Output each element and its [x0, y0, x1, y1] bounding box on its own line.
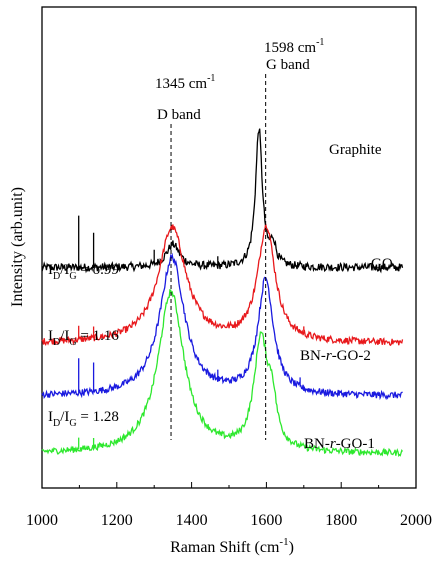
label-go: GO — [371, 256, 393, 272]
series-lines — [41, 128, 404, 458]
series-line-graphite — [41, 128, 404, 274]
g-band-name-label: G band — [266, 57, 310, 73]
x-axis-ticks: 1000 1200 1400 1600 1800 2000 — [26, 482, 432, 529]
y-axis-title: Intensity (arb.unit) — [9, 187, 26, 307]
label-bn-r-go-1: BN-r-GO-1 — [304, 436, 375, 452]
d-band-name-label: D band — [157, 107, 201, 123]
ratio-label-bn-r-go-2: ID/IG = 1.16 — [48, 328, 119, 348]
ratio-label-bn-r-go-1: ID/IG = 1.28 — [48, 409, 119, 429]
x-tick-label: 1000 — [26, 512, 58, 529]
series-line-go — [41, 223, 404, 347]
x-tick-label: 1600 — [250, 512, 282, 529]
band-reference-lines — [170, 74, 267, 440]
g-band-position-label: 1598 cm-1 — [264, 37, 324, 56]
series-line-bn-r-go-2 — [41, 252, 403, 401]
d-band-position-label: 1345 cm-1 — [155, 73, 215, 92]
x-tick-label: 2000 — [400, 512, 432, 529]
x-axis-title: Raman Shift (cm-1) — [170, 536, 294, 556]
label-bn-r-go-2: BN-r-GO-2 — [300, 348, 371, 364]
x-tick-label: 1800 — [325, 512, 357, 529]
ratio-label-go: ID/IG = o.99 — [48, 262, 119, 282]
x-tick-label: 1400 — [176, 512, 208, 529]
label-graphite: Graphite — [329, 142, 382, 158]
x-tick-label: 1200 — [101, 512, 133, 529]
series-line-bn-r-go-1 — [41, 288, 404, 458]
